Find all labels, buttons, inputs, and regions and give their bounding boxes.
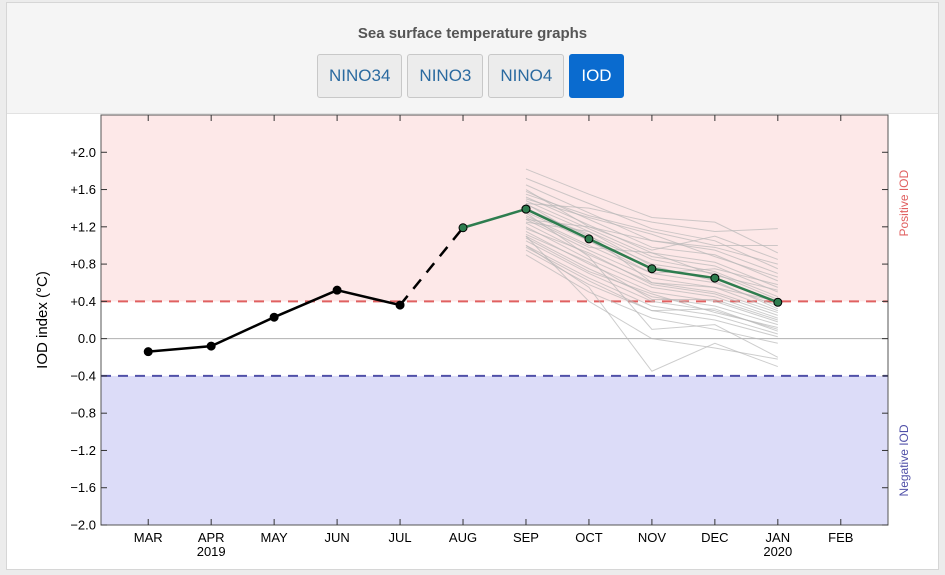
- ensemble-member-line: [525, 212, 779, 358]
- ensemble-member-line: [525, 226, 778, 319]
- forecast-point: [458, 223, 468, 233]
- page-title: Sea surface temperature graphs: [357, 25, 588, 42]
- observed-point: [206, 341, 216, 351]
- forecast-point: [584, 234, 594, 244]
- y-tick-label: 0.0: [78, 331, 96, 346]
- observed-point: [332, 285, 342, 295]
- observed-point: [269, 312, 279, 322]
- forecast-point: [773, 297, 783, 307]
- x-tick-label: JUN: [324, 530, 349, 545]
- ensemble-member-line: [525, 240, 778, 330]
- y-tick-label: +0.4: [70, 294, 96, 309]
- ensemble-member-line: [525, 209, 778, 302]
- forecast-point: [710, 273, 720, 283]
- ensemble-member-line: [525, 233, 778, 321]
- positive-iod-label: Positive IOD: [897, 170, 911, 237]
- ensemble-member-line: [525, 168, 779, 254]
- y-tick-label: −0.4: [70, 368, 96, 383]
- ensemble-member-line: [525, 217, 778, 291]
- y-tick-label: −0.8: [70, 406, 96, 421]
- x-tick-label: DEC: [701, 530, 728, 545]
- ensemble-member-line: [525, 177, 779, 270]
- ensemble-member-line: [525, 245, 778, 372]
- tab-nino4[interactable]: NINO4: [488, 54, 565, 98]
- gap-dashed-line: [399, 226, 464, 306]
- index-tabs: NINO34 NINO3 NINO4 IOD: [317, 54, 624, 98]
- ensemble-member-line: [525, 200, 779, 293]
- ensemble-member-line: [525, 218, 778, 265]
- y-axis-label: IOD index (°C): [34, 271, 51, 369]
- tab-iod[interactable]: IOD: [569, 54, 624, 98]
- x-tick-label: APR: [198, 530, 225, 545]
- x-tick-label: MAY: [261, 530, 289, 545]
- ensemble-member-line: [525, 228, 778, 316]
- ensemble-member-line: [525, 245, 778, 335]
- x-year-label: 2019: [197, 544, 226, 559]
- x-year-label: 2020: [763, 544, 792, 559]
- x-tick-label: NOV: [638, 530, 667, 545]
- y-tick-label: −1.6: [70, 480, 96, 495]
- ensemble-member-line: [525, 198, 778, 278]
- negative-iod-zone: [101, 375, 888, 525]
- ensemble-member-line: [525, 218, 778, 312]
- plot-frame: [100, 114, 889, 526]
- ensemble-member-line: [525, 237, 778, 328]
- y-tick-label: +0.8: [70, 257, 96, 272]
- y-tick-label: −1.2: [70, 443, 96, 458]
- ensemble-member-line: [525, 207, 779, 300]
- ensemble-member-line: [525, 203, 778, 232]
- y-tick-label: +2.0: [70, 145, 96, 160]
- negative-iod-label: Negative IOD: [897, 424, 911, 496]
- observed-point: [143, 347, 153, 357]
- x-tick-label: AUG: [449, 530, 477, 545]
- x-tick-label: JAN: [766, 530, 791, 545]
- positive-iod-zone: [101, 115, 888, 302]
- ensemble-member-line: [525, 193, 778, 246]
- recent-line: [462, 207, 527, 229]
- x-tick-label: JUL: [388, 530, 411, 545]
- graph-header: Sea surface temperature graphs NINO34 NI…: [7, 3, 938, 114]
- forecast-point: [521, 204, 531, 214]
- forecast-point: [647, 264, 657, 274]
- y-tick-label: −2.0: [70, 518, 96, 533]
- tab-nino34[interactable]: NINO34: [317, 54, 403, 98]
- x-tick-label: SEP: [513, 530, 539, 545]
- x-tick-label: MAR: [134, 530, 163, 545]
- ensemble-member-line: [525, 246, 778, 332]
- x-tick-label: FEB: [828, 530, 853, 545]
- ensemble-member-line: [525, 235, 778, 360]
- ensemble-member-line: [525, 235, 778, 326]
- tab-nino3[interactable]: NINO3: [407, 54, 484, 98]
- y-tick-label: +1.2: [70, 219, 96, 234]
- y-tick-label: +1.6: [70, 182, 96, 197]
- x-tick-label: OCT: [575, 530, 603, 545]
- ensemble-member-line: [525, 189, 778, 260]
